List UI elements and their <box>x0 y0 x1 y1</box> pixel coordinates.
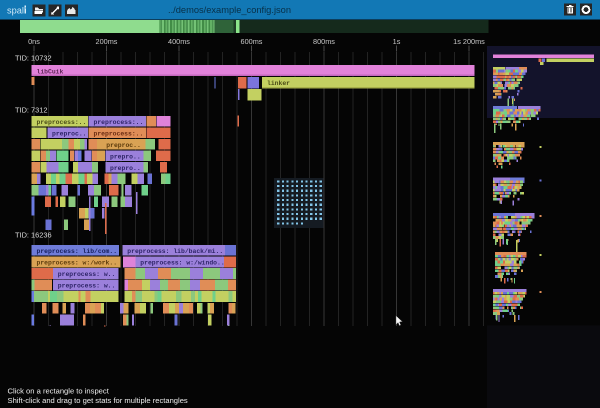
svg-text:preprocess: w..: preprocess: w.. <box>58 283 116 290</box>
svg-text:400ms: 400ms <box>168 37 190 46</box>
svg-text:libCuik: libCuik <box>37 68 64 75</box>
svg-text:../demos/example_config.json: ../demos/example_config.json <box>168 5 291 15</box>
svg-text:Shift-click and drag to get st: Shift-click and drag to get stats for mu… <box>8 396 188 405</box>
svg-text:0ns: 0ns <box>28 37 40 46</box>
svg-text:preprocess:..: preprocess:.. <box>37 119 87 126</box>
svg-text:preprocess: lib/back/mi..: preprocess: lib/back/mi.. <box>127 248 223 255</box>
svg-text:preprocess: lib/com..: preprocess: lib/com.. <box>37 248 118 255</box>
svg-text:preprocess:..: preprocess:.. <box>94 131 144 138</box>
svg-text:TID: 7312: TID: 7312 <box>15 105 47 114</box>
svg-text:preprocess: w:/windo..: preprocess: w:/windo.. <box>140 259 224 266</box>
svg-text:Click on a rectangle to inspec: Click on a rectangle to inspect <box>8 387 110 396</box>
svg-text:600ms: 600ms <box>241 37 263 46</box>
svg-text:TID: 10732: TID: 10732 <box>15 53 52 62</box>
svg-text:prepro..: prepro.. <box>110 165 141 172</box>
svg-text:1s: 1s <box>393 37 401 46</box>
svg-text:TID: 16236: TID: 16236 <box>15 231 52 240</box>
svg-text:1s 200ms: 1s 200ms <box>453 37 485 46</box>
svg-text:preproc..: preproc.. <box>52 131 87 138</box>
svg-text:linker: linker <box>267 80 290 87</box>
svg-text:preprocess:..: preprocess:.. <box>94 119 144 126</box>
svg-text:preproc..: preproc.. <box>106 142 141 149</box>
svg-text:prepro..: prepro.. <box>110 154 141 161</box>
svg-text:800ms: 800ms <box>313 37 335 46</box>
svg-text:200ms: 200ms <box>96 37 118 46</box>
svg-text:spall: spall <box>7 5 26 15</box>
svg-text:preprocess: w:/work..: preprocess: w:/work.. <box>37 259 118 266</box>
svg-text:preprocess: w..: preprocess: w.. <box>58 271 116 278</box>
